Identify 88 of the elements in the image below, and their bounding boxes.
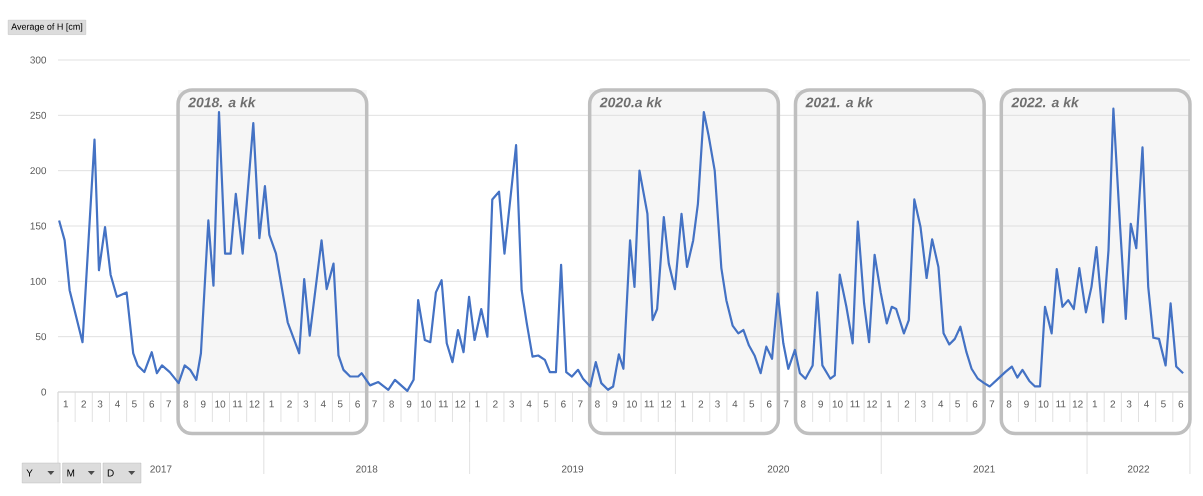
y-tick-label: 150 — [30, 222, 47, 230]
x-tick-label: 5 — [131, 400, 137, 408]
x-tick-label: 9 — [1024, 400, 1029, 408]
x-tick-label: 2 — [81, 400, 86, 408]
x-tick-label: 3 — [509, 400, 515, 408]
text: D — [107, 469, 114, 477]
x-tick-label: 4 — [732, 400, 738, 408]
x-tick-label: 1 — [681, 400, 686, 408]
x-tick-label: 6 — [355, 400, 360, 408]
band-label: 2021. a kk — [805, 97, 874, 108]
x-tick-label: 12 — [1072, 400, 1083, 408]
x-tick-label: 2 — [287, 400, 292, 408]
x-tick-label: 11 — [850, 400, 860, 408]
x-tick-label: 7 — [783, 400, 789, 408]
text: Y — [26, 469, 33, 477]
x-tick-label: 7 — [372, 400, 377, 408]
x2-tick-label: 2018 — [356, 465, 378, 473]
x-tick-label: 8 — [183, 400, 189, 408]
x-tick-label: 2 — [698, 400, 704, 408]
line-series — [58, 107, 1185, 392]
x-tick-label: 12 — [455, 400, 466, 408]
x-tick-label: 6 — [766, 400, 772, 408]
x-tick-label: 4 — [320, 400, 326, 408]
x-tick-label: 6 — [149, 400, 155, 408]
x-tick-label: 1 — [269, 400, 274, 408]
x-tick-label: 6 — [1178, 400, 1184, 408]
x-tick-label: 8 — [800, 400, 806, 408]
x-tick-label: 7 — [578, 400, 583, 408]
x-tick-label: 3 — [97, 400, 103, 408]
x-tick-label: 9 — [406, 400, 412, 408]
x-tick-label: 5 — [749, 400, 755, 408]
x-tick-label: 12 — [249, 400, 260, 408]
text: M — [67, 469, 75, 477]
x-tick-label: 2 — [1110, 400, 1116, 408]
x-tick-label: 10 — [626, 400, 637, 408]
x-tick-label: 11 — [438, 400, 449, 408]
x-tick-label: 7 — [166, 400, 171, 408]
x-tick-label: 11 — [644, 400, 654, 408]
x-tick-label: 1 — [886, 400, 892, 408]
x-tick-label: 5 — [543, 400, 549, 408]
x-tick-label: 9 — [818, 400, 823, 408]
x-tick-label: 12 — [661, 400, 672, 408]
x-tick-label: 2 — [904, 400, 910, 408]
band-label: 2018. a kk — [188, 97, 257, 108]
x-tick-label: 12 — [867, 400, 877, 408]
x-tick-label: 10 — [421, 400, 432, 408]
x-tick-label: 6 — [972, 400, 978, 408]
x-tick-label: 10 — [832, 400, 843, 408]
x2-tick-label: 2021 — [973, 465, 995, 473]
x-tick-label: 11 — [233, 400, 243, 408]
x-tick-label: 3 — [715, 400, 720, 408]
y-axis-title: Average of H [cm] — [11, 23, 83, 32]
y-tick-label: 100 — [30, 277, 47, 285]
x-tick-label: 11 — [1056, 400, 1066, 408]
band-label: 2020.a kk — [599, 97, 663, 108]
x-tick-label: 9 — [200, 400, 206, 408]
x-tick-label: 4 — [938, 400, 944, 408]
x-tick-label: 3 — [920, 400, 926, 408]
x-tick-label: 3 — [1126, 400, 1132, 408]
x2-tick-label: 2022 — [1127, 465, 1150, 473]
x2-tick-label: 2020 — [767, 465, 790, 473]
band-label: 2022. a kk — [1011, 97, 1080, 108]
x-tick-label: 10 — [1038, 400, 1049, 408]
x-tick-label: 10 — [215, 400, 226, 408]
x-tick-label: 8 — [595, 400, 600, 408]
x-tick-label: 1 — [1092, 400, 1098, 408]
y-tick-label: 200 — [30, 167, 47, 175]
x2-tick-label: 2017 — [150, 465, 172, 473]
y-tick-label: 0 — [41, 388, 47, 396]
x-tick-label: 5 — [1161, 400, 1166, 408]
x-tick-label: 2 — [493, 400, 498, 408]
x-tick-label: 3 — [303, 400, 309, 408]
x-tick-label: 8 — [1006, 400, 1012, 408]
x-tick-label: 8 — [389, 400, 394, 408]
x-tick-label: 5 — [337, 400, 343, 408]
x-tick-label: 1 — [63, 400, 69, 408]
x2-tick-label: 2019 — [561, 465, 584, 473]
x-tick-label: 6 — [561, 400, 566, 408]
y-tick-label: 250 — [30, 111, 47, 119]
x-tick-label: 7 — [989, 400, 995, 408]
x-tick-label: 9 — [612, 400, 618, 408]
x-tick-label: 4 — [526, 400, 532, 408]
x-tick-label: 1 — [475, 400, 480, 408]
x-tick-label: 5 — [955, 400, 960, 408]
y-tick-label: 50 — [35, 333, 47, 341]
x-tick-label: 4 — [114, 400, 120, 408]
x-tick-label: 4 — [1143, 400, 1149, 408]
y-tick-label: 300 — [30, 56, 47, 64]
